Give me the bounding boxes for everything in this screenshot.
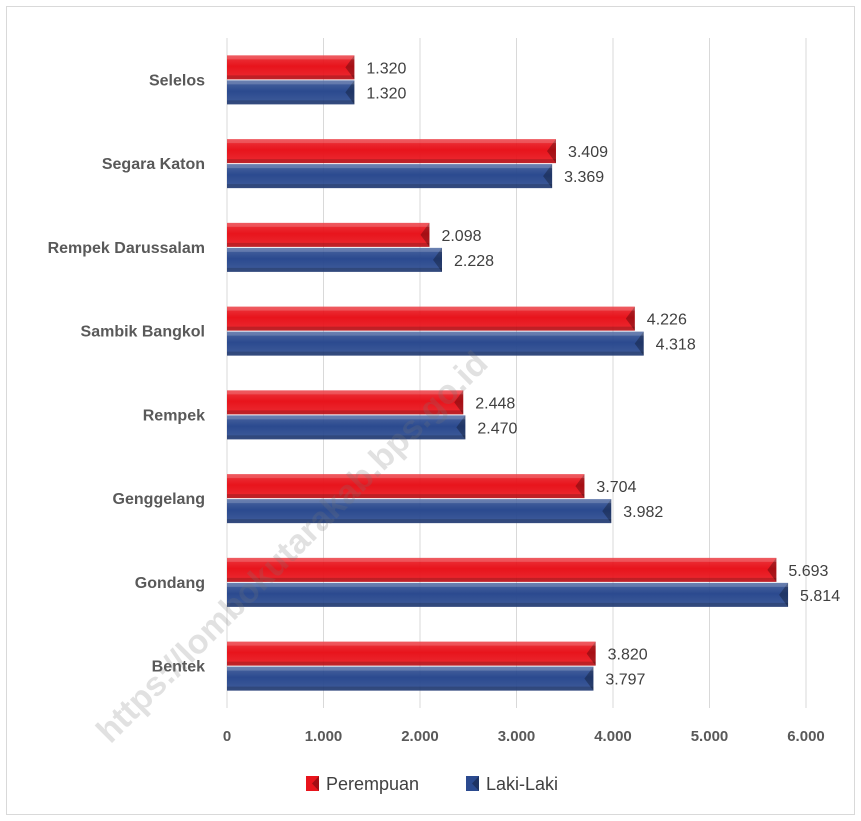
bar-laki-laki bbox=[227, 415, 466, 440]
data-label: 2.470 bbox=[477, 420, 517, 437]
x-tick-label: 4.000 bbox=[594, 728, 632, 745]
category-label: Sambik Bangkol bbox=[81, 324, 205, 341]
gridlines bbox=[226, 38, 807, 708]
category-label: Rempek bbox=[143, 407, 205, 424]
data-label: 2.228 bbox=[454, 253, 494, 270]
category-label: Selelos bbox=[149, 72, 205, 89]
legend: Perempuan Laki-Laki bbox=[306, 774, 558, 794]
data-label: 5.814 bbox=[800, 588, 840, 605]
legend-swatch bbox=[466, 776, 479, 791]
category-label: Segara Katon bbox=[102, 156, 205, 173]
x-tick-label: 1.000 bbox=[305, 728, 343, 745]
data-label: 1.320 bbox=[366, 85, 406, 102]
bar-laki-laki bbox=[227, 164, 553, 189]
data-label: 3.409 bbox=[568, 144, 608, 161]
legend-label: Perempuan bbox=[326, 774, 419, 794]
bar-laki-laki bbox=[227, 666, 594, 691]
bar-perempuan bbox=[227, 222, 430, 247]
category-label: Genggelang bbox=[113, 491, 205, 508]
chart-frame bbox=[6, 6, 855, 815]
bar-laki-laki bbox=[227, 331, 644, 356]
bars bbox=[227, 55, 789, 691]
category-label: Rempek Darussalam bbox=[48, 240, 205, 257]
category-label: Gondang bbox=[135, 575, 205, 592]
legend-item-perempuan: Perempuan bbox=[306, 774, 419, 794]
bar-laki-laki bbox=[227, 499, 612, 524]
bar-perempuan bbox=[227, 306, 635, 331]
bar-perempuan bbox=[227, 139, 556, 164]
x-tick-label: 2.000 bbox=[401, 728, 439, 745]
category-label: Bentek bbox=[152, 659, 205, 676]
data-label: 3.982 bbox=[623, 504, 663, 521]
data-label: 3.369 bbox=[564, 169, 604, 186]
data-label: 3.704 bbox=[596, 479, 636, 496]
data-label: 3.820 bbox=[608, 647, 648, 664]
bar-laki-laki bbox=[227, 247, 443, 272]
data-label: 1.320 bbox=[366, 60, 406, 77]
bar-perempuan bbox=[227, 474, 585, 499]
labels: 0 1.000 2.000 3.000 4.000 5.000 6.000 Selelos 1.… bbox=[48, 60, 841, 745]
data-label: 2.448 bbox=[475, 395, 515, 412]
bar-laki-laki bbox=[227, 80, 355, 105]
data-label: 4.318 bbox=[656, 337, 696, 354]
bar-perempuan bbox=[227, 55, 355, 80]
x-tick-label: 5.000 bbox=[691, 728, 729, 745]
bar-perempuan bbox=[227, 390, 464, 415]
legend-label: Laki-Laki bbox=[486, 774, 558, 794]
bar-laki-laki bbox=[227, 582, 789, 607]
legend-swatch bbox=[306, 776, 319, 791]
bar-perempuan bbox=[227, 641, 596, 666]
x-tick-label: 6.000 bbox=[787, 728, 825, 745]
data-label: 2.098 bbox=[441, 228, 481, 245]
data-label: 3.797 bbox=[605, 672, 645, 689]
data-label: 5.693 bbox=[788, 563, 828, 580]
legend-item-laki-laki: Laki-Laki bbox=[466, 774, 558, 794]
x-tick-label: 0 bbox=[223, 728, 231, 745]
bar-perempuan bbox=[227, 557, 777, 582]
data-label: 4.226 bbox=[647, 312, 687, 329]
x-tick-label: 3.000 bbox=[498, 728, 536, 745]
